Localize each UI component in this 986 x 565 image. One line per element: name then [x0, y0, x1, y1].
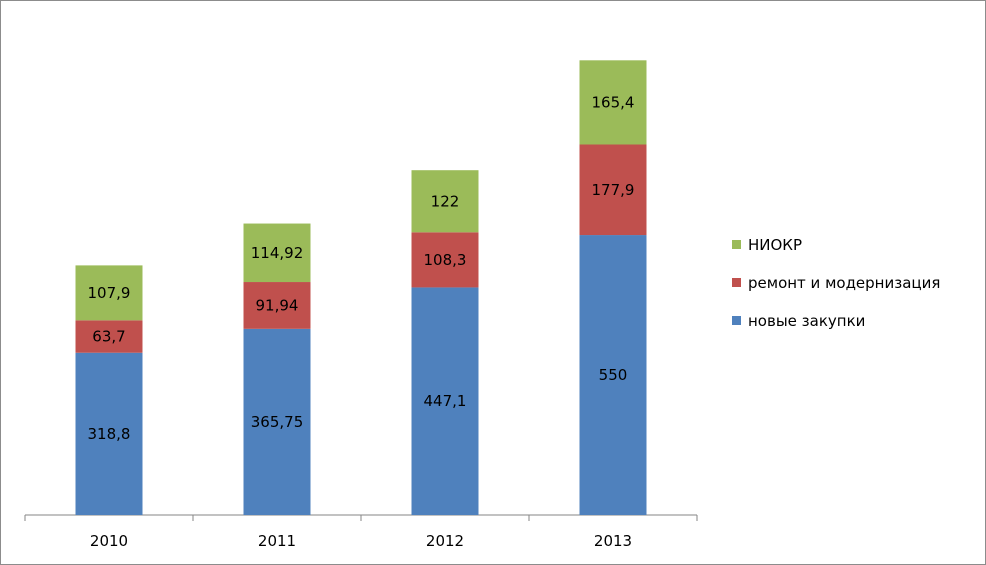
data-label: 550 [599, 366, 628, 384]
legend-label: новые закупки [748, 312, 865, 330]
bar-segment-repair-2013 [579, 144, 647, 236]
bar-segment-rnd-2011 [243, 223, 311, 283]
bar-segment-repair-2011 [243, 282, 311, 329]
bar-segment-new-purchases-2013 [579, 235, 647, 516]
bar-segment-rnd-2013 [579, 60, 647, 145]
legend-label: НИОКР [748, 236, 802, 254]
data-label: 447,1 [424, 392, 467, 410]
data-label: 114,92 [251, 244, 304, 262]
data-label: 165,4 [592, 93, 635, 111]
bar-segment-new-purchases-2010 [75, 352, 143, 515]
x-tick-label: 2011 [258, 532, 296, 550]
data-label: 318,8 [88, 425, 131, 443]
legend-swatch [732, 278, 741, 287]
x-tick-label: 2013 [594, 532, 632, 550]
bar-segment-rnd-2010 [75, 265, 143, 321]
data-label: 108,3 [424, 251, 467, 269]
x-tick-label: 2012 [426, 532, 464, 550]
bar-segment-new-purchases-2011 [243, 328, 311, 515]
bar-segment-repair-2010 [75, 320, 143, 353]
data-label: 107,9 [88, 284, 131, 302]
legend-swatch [732, 316, 741, 325]
data-label: 365,75 [251, 413, 304, 431]
data-label: 91,94 [256, 296, 299, 314]
data-label: 63,7 [92, 328, 125, 346]
x-tick-label: 2010 [90, 532, 128, 550]
data-label: 122 [431, 192, 460, 210]
legend-label: ремонт и модернизация [748, 274, 940, 292]
bar-segment-repair-2012 [411, 232, 479, 288]
bar-segment-new-purchases-2012 [411, 287, 479, 515]
legend-swatch [732, 240, 741, 249]
bar-segment-rnd-2012 [411, 170, 479, 233]
data-label: 177,9 [592, 181, 635, 199]
